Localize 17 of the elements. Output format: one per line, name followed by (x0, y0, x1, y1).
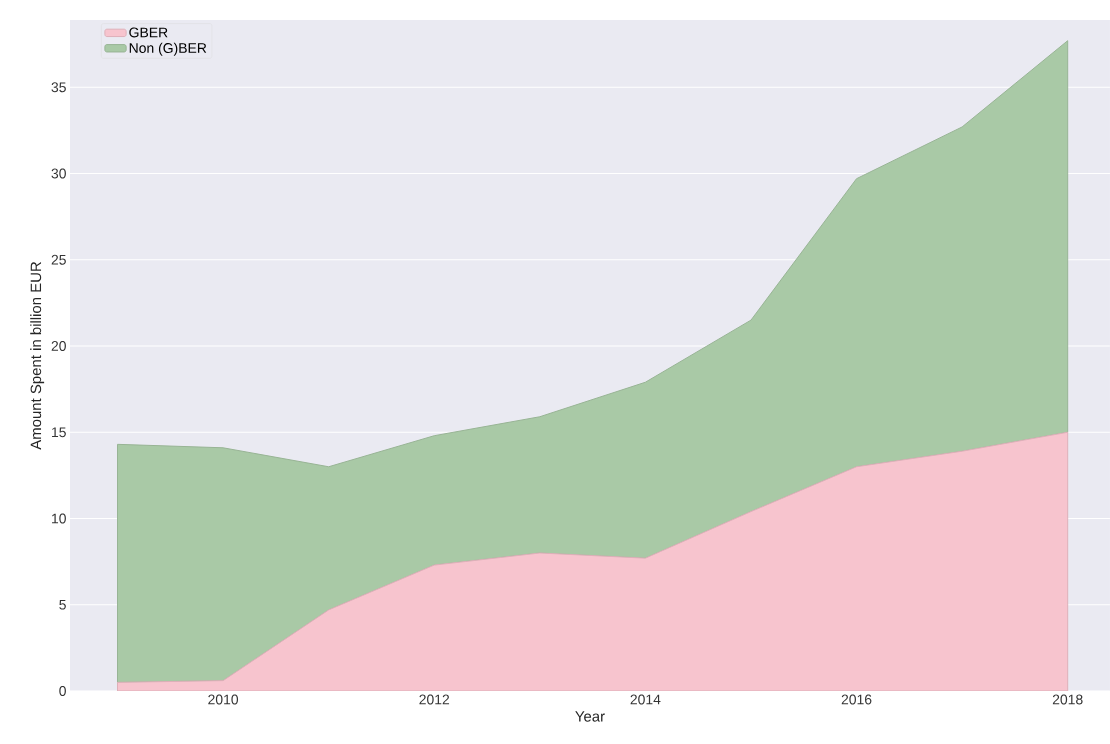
y-tick-label: 25 (51, 254, 66, 265)
y-tick-label: 10 (52, 513, 66, 524)
x-tick-label: 2016 (841, 694, 872, 705)
legend-label: Non (G)BER (129, 42, 207, 56)
y-axis-title: Amount Spent in billion EUR (30, 261, 45, 450)
x-tick-label: 2014 (630, 694, 661, 705)
y-tick-label: 20 (51, 341, 66, 351)
y-tick-label: 35 (51, 82, 66, 93)
y-tick-label: 5 (59, 599, 66, 610)
x-tick-label: 2018 (1052, 694, 1083, 705)
x-axis-title: Year (575, 711, 605, 722)
legend-label: GBER (129, 27, 168, 38)
x-tick-label: 2010 (208, 694, 239, 705)
y-tick-label: 15 (52, 427, 66, 438)
y-tick-label: 30 (51, 168, 66, 179)
y-tick-label: 0 (59, 686, 66, 696)
x-tick-label: 2012 (419, 694, 450, 705)
